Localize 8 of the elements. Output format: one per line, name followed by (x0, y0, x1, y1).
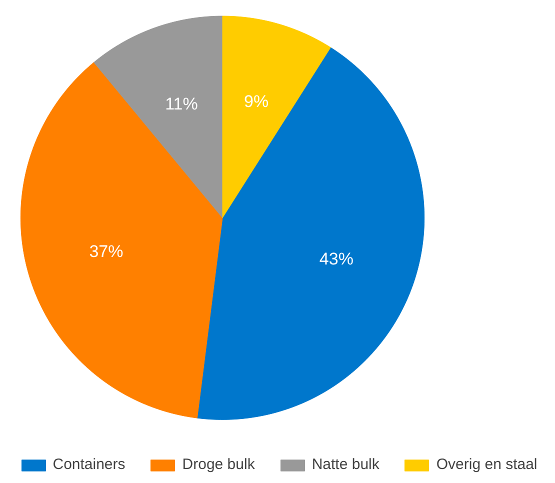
data-label: 37% (89, 242, 124, 262)
data-label: 11% (165, 94, 198, 114)
legend-label: Droge bulk (182, 456, 255, 473)
data-label: 43% (319, 249, 354, 268)
legend-label: Containers (52, 456, 126, 473)
legend-label: Overig en staal (436, 456, 538, 473)
data-label: 9% (244, 92, 269, 112)
legend-label: Natte bulk (312, 456, 380, 473)
